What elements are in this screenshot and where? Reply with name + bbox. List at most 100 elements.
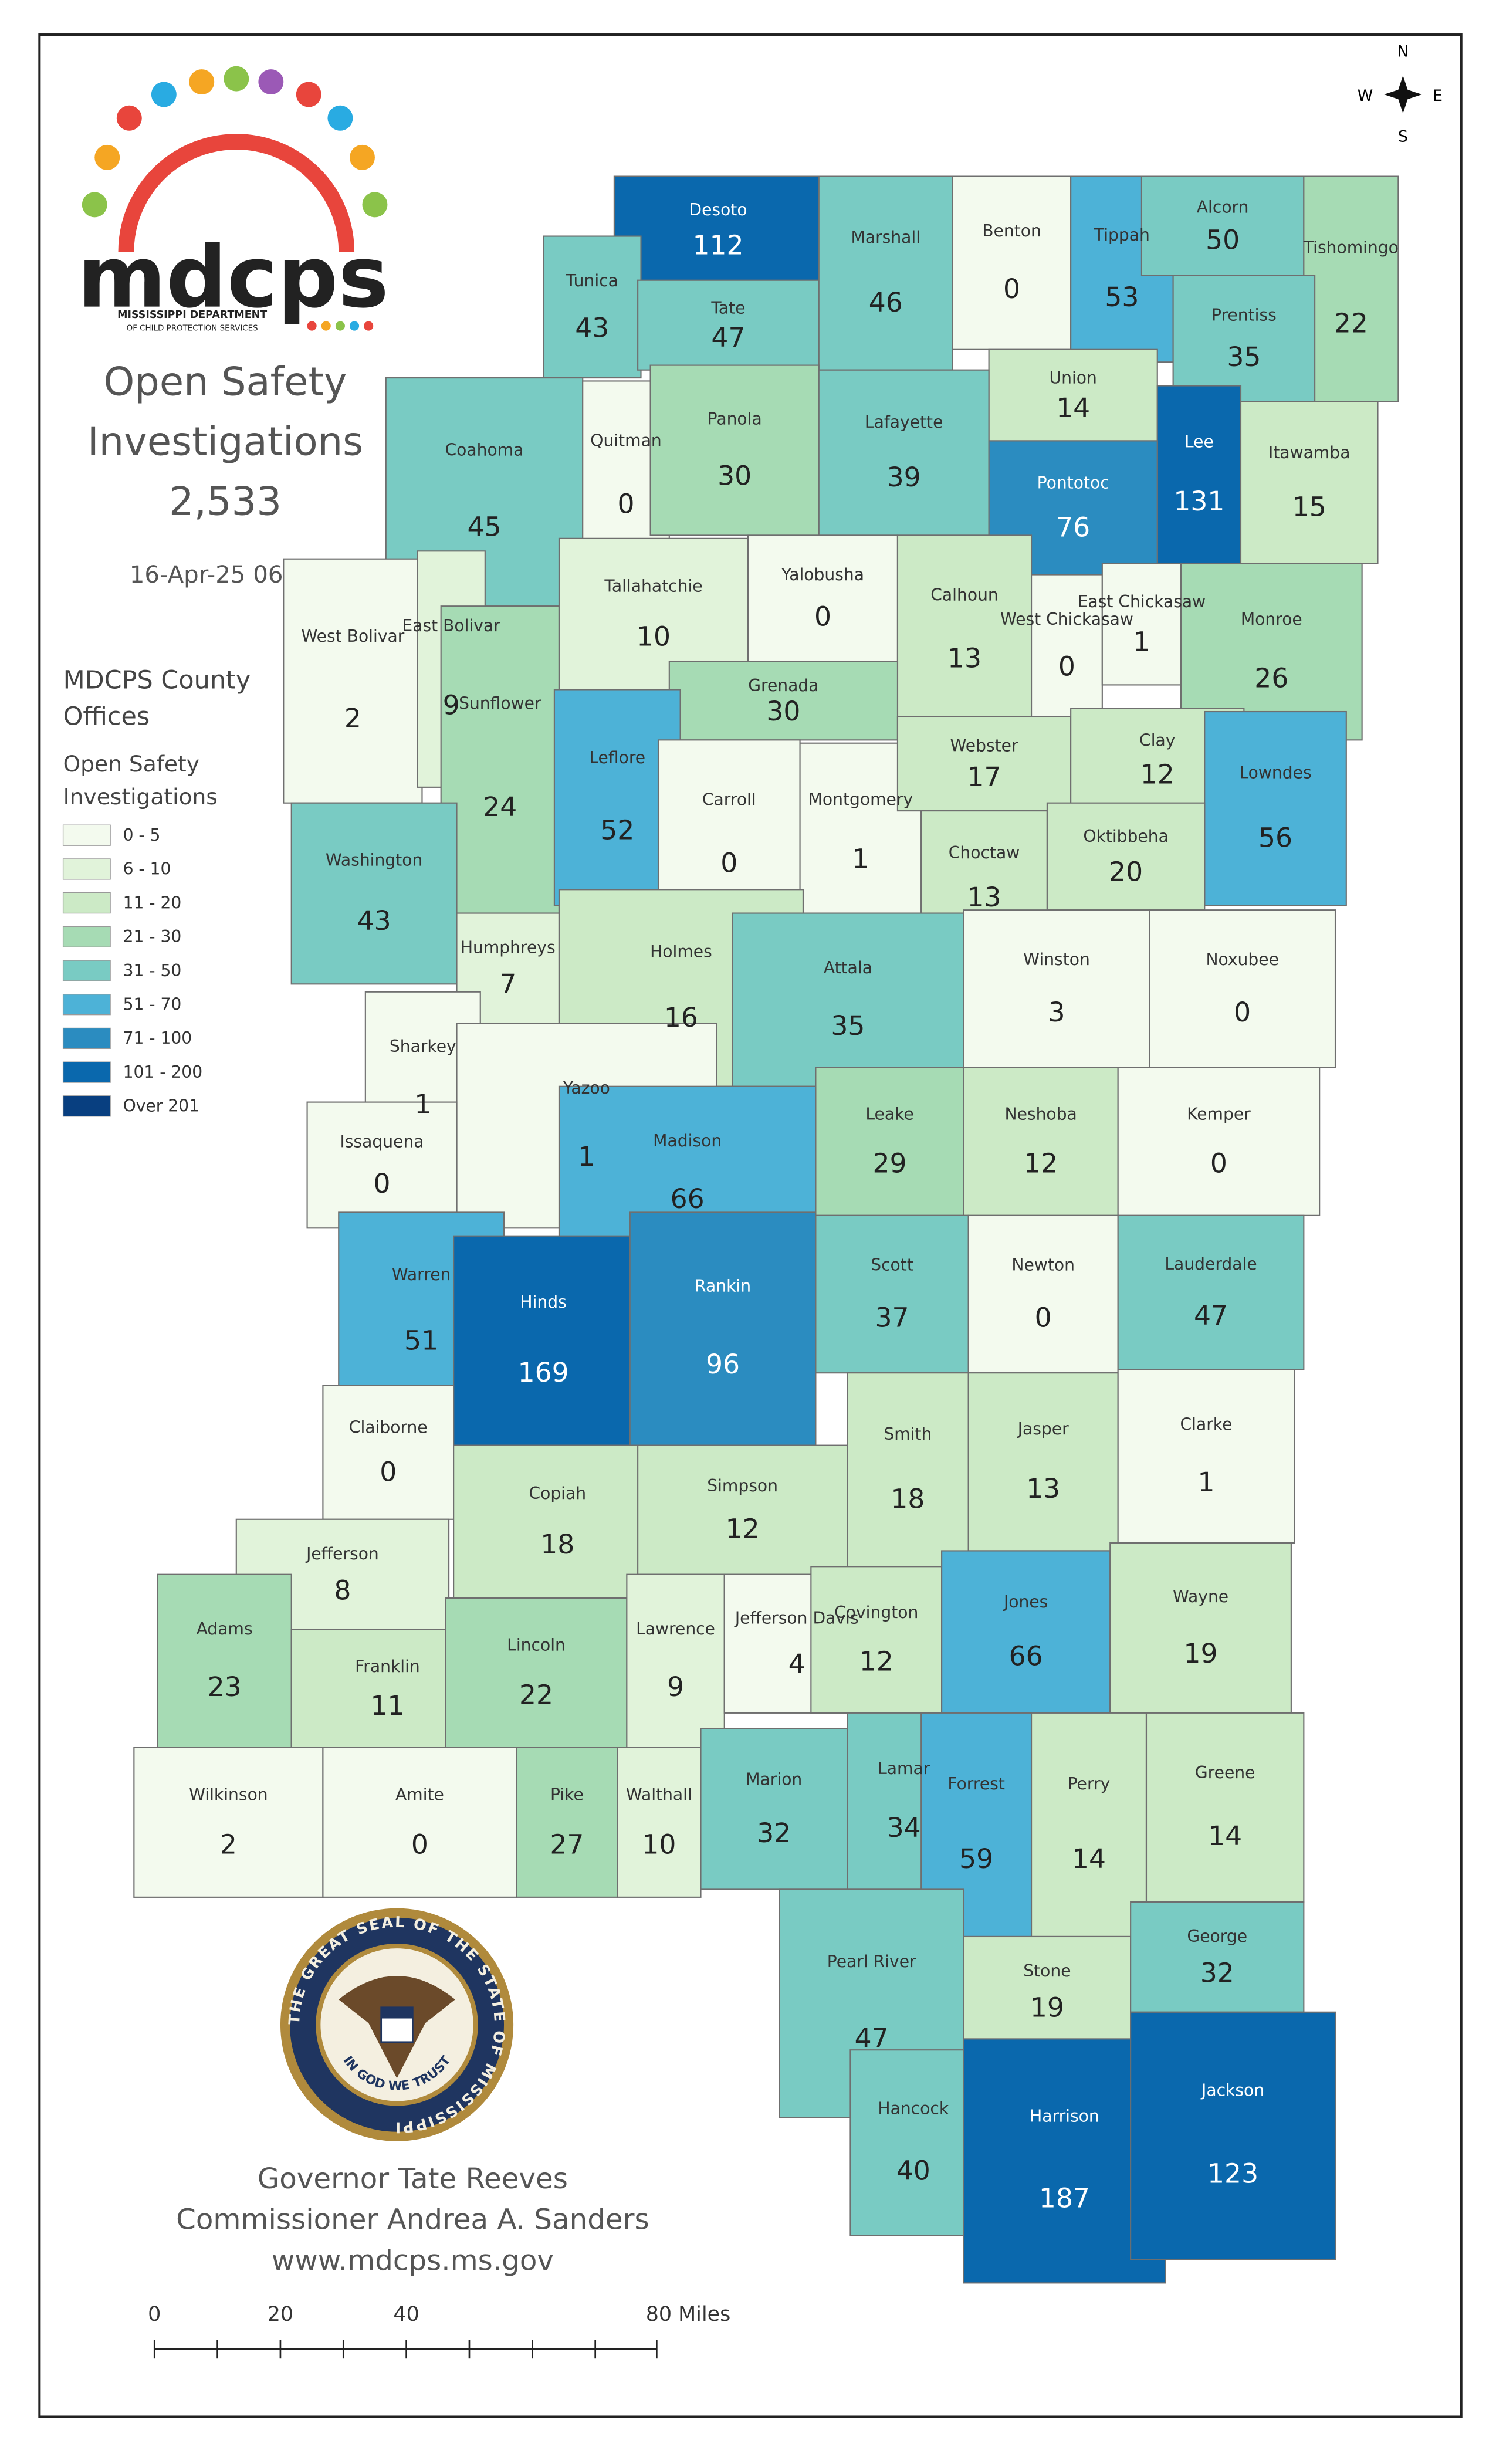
county-value: 47 <box>711 322 745 353</box>
county-value: 12 <box>1024 1148 1058 1179</box>
county-name: Desoto <box>689 200 747 219</box>
county-value: 12 <box>1140 759 1175 790</box>
county-value: 13 <box>1026 1473 1060 1504</box>
county-value: 52 <box>600 815 634 846</box>
county <box>747 534 899 662</box>
county-name: Franklin <box>355 1657 420 1676</box>
county-name: Perry <box>1068 1774 1111 1793</box>
county-name: Harrison <box>1030 2107 1099 2126</box>
county-name: Copiah <box>529 1484 586 1503</box>
county-value: 43 <box>357 905 391 936</box>
county-value: 22 <box>519 1680 553 1711</box>
legend-label: 0 - 5 <box>123 825 161 845</box>
county-name: Lafayette <box>865 412 943 432</box>
county-name: Tallahatchie <box>604 576 702 595</box>
county <box>613 175 823 285</box>
county <box>952 175 1072 350</box>
county <box>1140 175 1305 276</box>
scale-bar: 0 20 40 80 Miles <box>148 2303 730 2359</box>
county-name: Sharkey <box>390 1037 456 1056</box>
title: Investigations <box>87 418 363 464</box>
county <box>896 534 1033 725</box>
logo-subtitle: OF CHILD PROTECTION SERVICES <box>127 324 258 333</box>
county-name: Greene <box>1195 1763 1255 1782</box>
county-name: Humphreys <box>461 938 556 957</box>
county-name: East Chickasaw <box>1078 592 1206 611</box>
county-name: Pontotoc <box>1037 473 1109 492</box>
county-value: 13 <box>947 643 981 674</box>
county-value: 18 <box>540 1529 574 1560</box>
county <box>1172 275 1316 402</box>
county <box>649 364 820 536</box>
county-name: Benton <box>982 221 1041 241</box>
county-name: Kemper <box>1187 1104 1251 1123</box>
county <box>1149 909 1336 1068</box>
county-value: 56 <box>1258 822 1292 853</box>
county <box>1117 1067 1321 1216</box>
county-value: 9 <box>667 1671 684 1703</box>
county-value: 96 <box>706 1349 740 1380</box>
county-name: Tunica <box>566 271 618 290</box>
county-value: 9 <box>443 689 460 720</box>
legend-label: 6 - 10 <box>123 859 171 879</box>
county-name: Stone <box>1023 1961 1071 1981</box>
county <box>306 1101 458 1229</box>
county <box>1204 710 1347 906</box>
county-value: 1 <box>1197 1467 1214 1498</box>
county-value: 51 <box>404 1325 438 1356</box>
county-value: 18 <box>891 1484 925 1515</box>
county-value: 30 <box>717 460 752 491</box>
legend-swatch <box>62 960 111 981</box>
county-value: 66 <box>1009 1640 1043 1671</box>
scale-label: 40 <box>393 2303 419 2326</box>
county <box>849 2049 977 2236</box>
county-value: 0 <box>374 1168 391 1199</box>
county-name: Jackson <box>1200 2081 1264 2100</box>
county-name: Oktibbeha <box>1083 827 1169 846</box>
county-name: Itawamba <box>1268 443 1350 462</box>
logo-subtitle: MISSISSIPPI DEPARTMENT <box>117 309 267 321</box>
county-value: 43 <box>575 312 609 343</box>
county-name: West Chickasaw <box>1000 610 1133 629</box>
compass-label: N <box>1397 43 1409 61</box>
county <box>1156 385 1242 564</box>
county-value: 1 <box>852 843 869 874</box>
compass: N S E W <box>1358 43 1443 146</box>
county <box>157 1573 292 1748</box>
county-value: 169 <box>518 1357 569 1388</box>
county-name: Tate <box>710 299 745 318</box>
county <box>283 558 423 804</box>
county-name: Grenada <box>748 676 818 695</box>
county <box>445 1597 628 1748</box>
county-value: 1 <box>414 1089 431 1120</box>
county-name: Hancock <box>878 2099 949 2118</box>
county-value: 0 <box>814 601 831 632</box>
county-value: 14 <box>1072 1843 1106 1874</box>
county-name: Scott <box>871 1255 913 1275</box>
county <box>815 1067 964 1216</box>
county-name: Smith <box>884 1424 932 1444</box>
county <box>133 1747 324 1898</box>
county <box>988 348 1158 442</box>
county-name: Simpson <box>707 1476 778 1495</box>
county <box>290 802 458 985</box>
county-name: Pearl River <box>827 1952 916 1971</box>
county-name: Montgomery <box>808 790 913 809</box>
county <box>1109 1542 1292 1714</box>
county-name: Holmes <box>650 942 712 962</box>
county-name: Walthall <box>626 1785 692 1804</box>
county-value: 26 <box>1254 663 1288 694</box>
county <box>453 1235 634 1446</box>
county-value: 59 <box>959 1843 993 1874</box>
county <box>516 1747 618 1898</box>
county-name: Jasper <box>1017 1419 1069 1439</box>
county-name: Calhoun <box>930 585 998 605</box>
legend-label: 101 - 200 <box>123 1062 203 1082</box>
county-name: Tishomingo <box>1303 238 1399 257</box>
county <box>1046 802 1206 911</box>
legend-label: 71 - 100 <box>123 1028 192 1048</box>
county-name: Clay <box>1139 730 1175 750</box>
county-name: Wilkinson <box>189 1785 268 1804</box>
county-value: 1 <box>1133 627 1150 658</box>
county-value: 35 <box>1227 341 1261 373</box>
